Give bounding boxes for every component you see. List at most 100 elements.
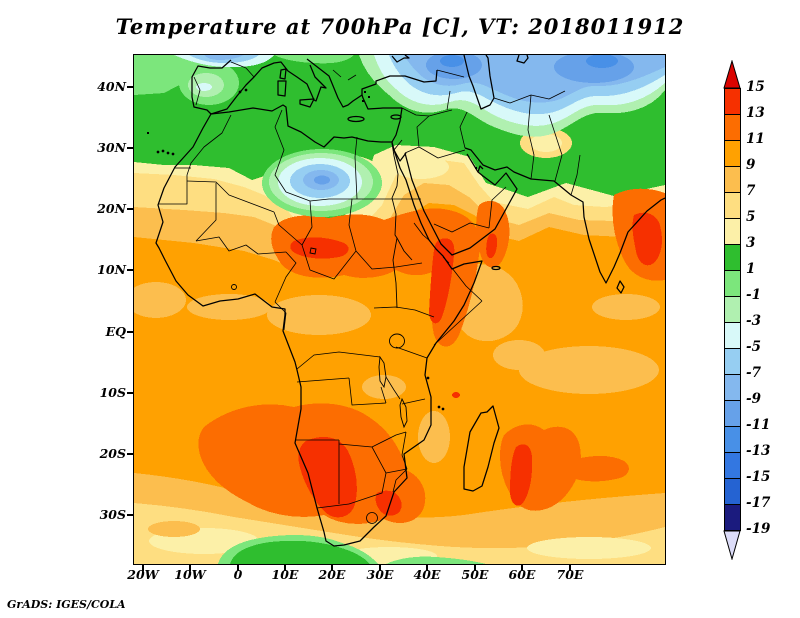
sicily-outline — [300, 99, 314, 107]
x-axis-tick — [569, 565, 571, 571]
fill-indianocean-amber-3 — [592, 294, 660, 320]
colorbar-cell — [725, 453, 740, 479]
levant-coastline — [392, 108, 402, 142]
x-axis-tick — [142, 565, 144, 571]
fill-south-green — [230, 540, 370, 564]
colorbar-tick-label: -9 — [746, 391, 761, 407]
colorbar-cell — [725, 271, 740, 297]
island-dots — [146, 88, 478, 411]
rivers-and-lakes — [232, 143, 413, 427]
colorbar-cell — [725, 141, 740, 167]
nile-river — [392, 143, 398, 308]
y-axis-tick — [127, 269, 133, 271]
colorbar-cell — [725, 375, 740, 401]
fill-south-cream-3 — [527, 537, 651, 559]
colorbar-tick-label: 9 — [746, 157, 756, 173]
colorbar-cells — [724, 88, 741, 531]
colorbar-tick-label: -1 — [746, 287, 761, 303]
grads-credit: GrADS: IGES/COLA — [7, 598, 126, 611]
x-axis-tick — [474, 565, 476, 571]
x-axis-label: 60E — [508, 567, 536, 582]
colorbar-top-arrow — [723, 60, 742, 89]
colorbar-bottom-arrow — [723, 530, 742, 560]
sardinia-outline — [278, 81, 286, 96]
colorbar-cell — [725, 245, 740, 271]
colorbar-tick-label: 5 — [746, 209, 756, 225]
colorbar-tick-label: 7 — [746, 183, 756, 199]
x-axis-tick — [331, 565, 333, 571]
y-axis-label: 30N — [97, 140, 126, 155]
crimea-coastline — [392, 55, 409, 62]
plot-title: Temperature at 700hPa [C], VT: 201801191… — [115, 14, 685, 39]
x-axis-tick — [237, 565, 239, 571]
x-axis-label: 40E — [413, 567, 441, 582]
fill-indianocean-amber-2 — [493, 340, 545, 370]
fill-congo-amber — [267, 295, 371, 335]
lake-volta — [232, 285, 237, 290]
fill-indianocean-amber-1 — [519, 346, 659, 394]
y-axis-tick — [127, 208, 133, 210]
lake-tanganyika — [379, 357, 386, 387]
fill-iberia-cyan — [196, 83, 212, 91]
colorbar-cell — [725, 427, 740, 453]
coastlines — [156, 55, 665, 546]
y-axis-tick — [127, 514, 133, 516]
colorbar-tick-label: -5 — [746, 339, 761, 355]
y-axis-tick — [127, 147, 133, 149]
x-axis-label: 20W — [127, 567, 159, 582]
sinai-coastline — [392, 143, 406, 161]
colorbar-tick-label: 3 — [746, 235, 756, 251]
africa-coastline — [156, 105, 482, 546]
colorbar-cell — [725, 297, 740, 323]
colorbar-tick-label: 15 — [746, 79, 765, 95]
country-borders — [158, 62, 580, 524]
fill-blacksea-deepest — [440, 55, 464, 67]
fill-morocco-deepblue-core — [314, 175, 330, 185]
colorbar-cell — [725, 89, 740, 115]
y-axis-tick — [127, 331, 133, 333]
socotra-outline — [492, 267, 500, 270]
colorbar-tick-label: 13 — [746, 105, 765, 121]
fill-ocean-red-dot — [452, 392, 460, 398]
fill-france-lightgreen — [274, 55, 354, 64]
x-axis-label: 0 — [233, 567, 243, 582]
x-axis-tick — [189, 565, 191, 571]
colorbar-cell — [725, 115, 740, 141]
y-axis-label: 10N — [97, 262, 126, 277]
colorbar-cell — [725, 193, 740, 219]
colorbar-tick-label: -13 — [746, 443, 771, 459]
x-axis-tick — [379, 565, 381, 571]
blue-nile — [397, 238, 412, 260]
y-axis-tick — [127, 453, 133, 455]
colorbar-tick-label: -7 — [746, 365, 761, 381]
fill-biscay-blue2 — [204, 55, 244, 60]
x-axis-label: 70E — [556, 567, 584, 582]
iberia-coastline — [192, 60, 231, 114]
colorbar-cell — [725, 479, 740, 505]
temperature-fill-patches — [134, 55, 665, 564]
lake-victoria — [390, 334, 405, 348]
colorbar-tick-label: -15 — [746, 469, 771, 485]
colorbar-tick-label: -17 — [746, 495, 771, 511]
y-axis-label: 20S — [99, 446, 126, 461]
fill-southafrica-red — [375, 490, 402, 516]
fill-india-red-core — [632, 212, 662, 266]
crete-outline — [348, 117, 364, 122]
colorbar-cell — [725, 401, 740, 427]
x-axis-label: 10E — [271, 567, 299, 582]
fill-mozambique-amber — [418, 411, 450, 463]
colorbar-cell — [725, 167, 740, 193]
fill-atlantic-lightgreen — [134, 55, 204, 95]
fill-namibia-red-core — [298, 436, 357, 518]
corsica-outline — [280, 69, 286, 79]
colorbar-cell — [725, 505, 740, 530]
lake-chad — [310, 248, 316, 254]
y-axis-tick — [127, 86, 133, 88]
srilanka-outline — [617, 281, 624, 293]
cyprus-outline — [391, 115, 401, 119]
x-axis-label: 30E — [366, 567, 394, 582]
map-frame — [133, 54, 666, 565]
colorbar-cell — [725, 219, 740, 245]
x-axis-tick — [521, 565, 523, 571]
x-axis-label: 20E — [318, 567, 346, 582]
